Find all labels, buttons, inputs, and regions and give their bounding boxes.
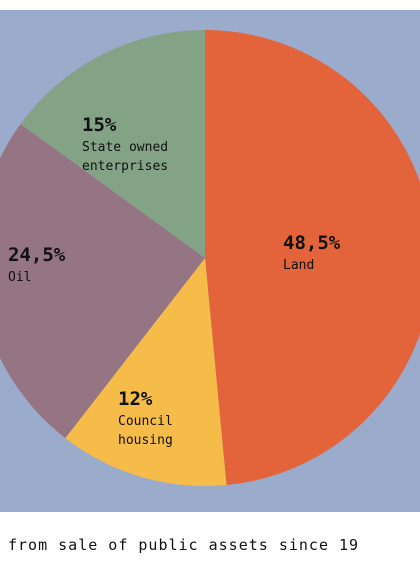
slice-percent-label: 48,5% — [283, 232, 341, 254]
pie-slice-2 — [65, 258, 227, 486]
pie-slice-1 — [205, 30, 420, 485]
plot-area: 48,5% Land 12% Council housing 24,5% Oil 15% Sta… — [0, 10, 420, 512]
pie-slice-4 — [20, 30, 205, 258]
slice-percent-label: 15% — [82, 114, 117, 136]
slice-category-label: Council — [118, 414, 173, 429]
slice-category-label: State owned — [82, 140, 168, 155]
slice-category-label: enterprises — [82, 159, 168, 174]
pie-chart: 48,5% Land 12% Council housing 24,5% Oil 15% Sta… — [0, 30, 420, 486]
slice-category-label: Land — [283, 258, 314, 273]
chart-caption: from sale of public assets since 19 — [8, 536, 360, 554]
slice-category-label: housing — [118, 433, 173, 448]
slice-percent-label: 12% — [118, 388, 153, 410]
slice-category-label: Oil — [8, 270, 31, 285]
slice-percent-label: 24,5% — [8, 244, 66, 266]
pie-slice-3 — [0, 123, 205, 439]
